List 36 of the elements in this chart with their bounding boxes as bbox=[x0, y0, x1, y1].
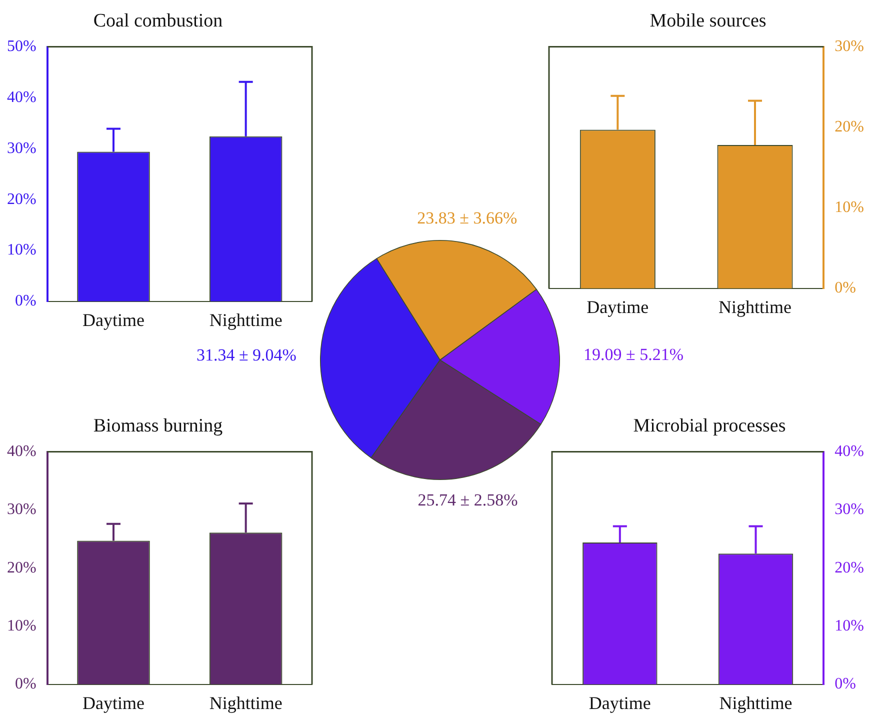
y-tick-label: 50% bbox=[7, 38, 36, 56]
x-tick-label: Nighttime bbox=[209, 692, 282, 713]
chart-title: Microbial processes bbox=[633, 415, 786, 436]
x-tick-label: Daytime bbox=[82, 692, 144, 713]
y2-tick-label: 10% bbox=[834, 199, 864, 216]
chart-title: Coal combustion bbox=[93, 10, 224, 32]
x-tick-label: Daytime bbox=[588, 692, 651, 713]
chart-title: Biomass burning bbox=[93, 415, 224, 436]
y-tick-label: 30% bbox=[7, 501, 36, 518]
x-tick-label: Nighttime bbox=[718, 296, 792, 317]
data-label: 25.74 ± 2.58% bbox=[418, 490, 518, 510]
y-tick-label: 40% bbox=[7, 443, 36, 460]
y-tick-label: 20% bbox=[7, 559, 36, 576]
y-tick-label: 30% bbox=[7, 140, 36, 157]
x-tick-label: Daytime bbox=[586, 296, 649, 317]
y2-tick-label: 10% bbox=[834, 617, 864, 634]
y-tick-label: 40% bbox=[7, 88, 36, 106]
x-tick-label: Daytime bbox=[82, 310, 144, 330]
y-tick-label: 0% bbox=[15, 676, 36, 693]
x-tick-label: Nighttime bbox=[719, 692, 792, 713]
y-tick-label: 20% bbox=[7, 190, 36, 208]
x-tick-label: Nighttime bbox=[209, 310, 282, 330]
data-label: 31.34 ± 9.04% bbox=[196, 345, 296, 364]
y2-tick-label: 20% bbox=[834, 118, 864, 136]
chart-title: Mobile sources bbox=[650, 10, 766, 32]
y2-tick-label: 0% bbox=[834, 280, 856, 297]
y2-tick-label: 30% bbox=[834, 501, 864, 518]
y-tick-label: 10% bbox=[7, 617, 36, 634]
data-label: 23.83 ± 3.66% bbox=[417, 208, 518, 228]
y2-tick-label: 30% bbox=[834, 38, 864, 56]
y-tick-label: 10% bbox=[7, 242, 36, 259]
y2-tick-label: 0% bbox=[834, 676, 856, 693]
y2-tick-label: 40% bbox=[834, 443, 864, 460]
y-tick-label: 0% bbox=[15, 292, 36, 310]
data-label: 19.09 ± 5.21% bbox=[584, 344, 684, 364]
y2-tick-label: 20% bbox=[834, 559, 864, 576]
